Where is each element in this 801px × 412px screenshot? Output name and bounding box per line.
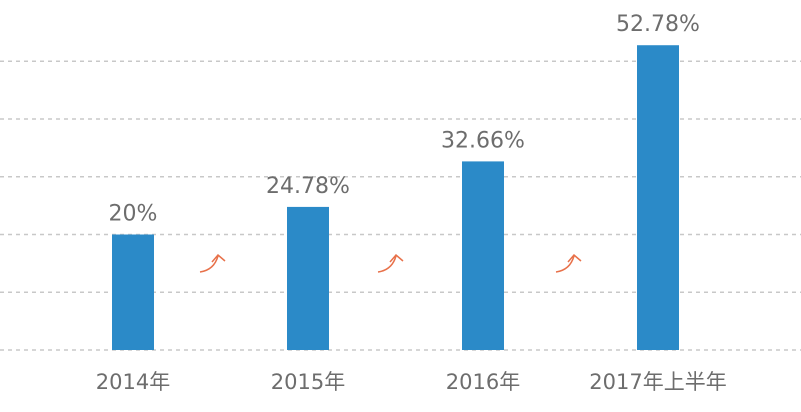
bar <box>112 234 154 350</box>
bar <box>637 45 679 351</box>
trend-arrow <box>377 253 404 273</box>
trend-arrow <box>199 253 226 273</box>
x-tick-label: 2017年上半年 <box>589 370 726 394</box>
x-tick-label: 2016年 <box>446 370 520 394</box>
bar <box>462 161 504 350</box>
value-label: 24.78% <box>266 174 350 199</box>
x-tick-label: 2014年 <box>96 370 170 394</box>
trend-arrow <box>555 253 582 273</box>
value-label: 52.78% <box>616 12 700 37</box>
bar <box>287 206 329 350</box>
trend-arrows <box>199 253 582 273</box>
value-label: 32.66% <box>441 128 525 153</box>
x-tick-label: 2015年 <box>271 370 345 394</box>
value-label: 20% <box>109 202 158 227</box>
